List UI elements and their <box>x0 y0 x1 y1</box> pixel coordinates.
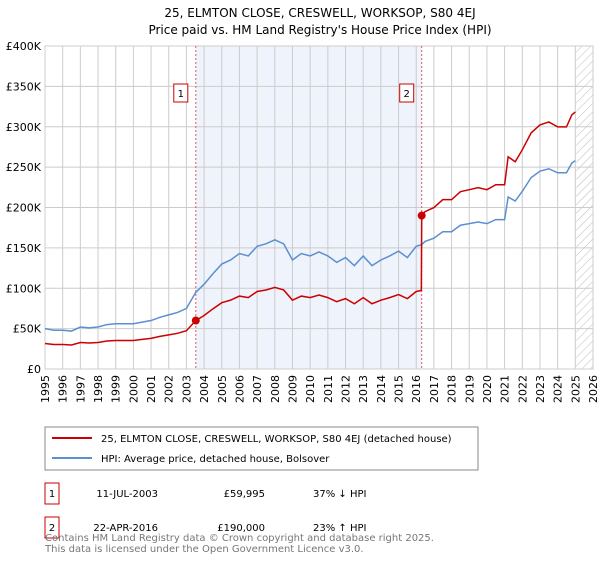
sale-row-id: 1 <box>49 489 55 500</box>
x-tick-label: 2009 <box>286 375 299 403</box>
x-tick-label: 2026 <box>587 375 600 403</box>
chart-title: 25, ELMTON CLOSE, CRESWELL, WORKSOP, S80… <box>164 6 475 20</box>
x-tick-label: 2008 <box>269 375 282 403</box>
x-tick-label: 2024 <box>552 375 565 403</box>
chart-subtitle: Price paid vs. HM Land Registry's House … <box>148 23 491 37</box>
y-tick-label: £250K <box>6 161 42 174</box>
x-tick-label: 2016 <box>410 375 423 403</box>
x-tick-label: 1995 <box>39 375 52 403</box>
x-tick-label: 2004 <box>198 375 211 403</box>
sale-row-marker <box>44 516 60 539</box>
x-tick-label: 1996 <box>57 375 70 403</box>
x-tick-label: 2018 <box>446 375 459 403</box>
sale-row-date: 22-APR-2016 <box>93 523 158 534</box>
x-tick-label: 2012 <box>340 375 353 403</box>
footer-line2: This data is licensed under the Open Gov… <box>44 544 364 555</box>
x-tick-label: 2017 <box>428 375 441 403</box>
footer-line1: Contains HM Land Registry data © Crown c… <box>45 533 434 544</box>
y-tick-label: £100K <box>6 282 42 295</box>
y-tick-label: £0 <box>27 363 41 376</box>
sale-row-id: 2 <box>49 523 55 534</box>
plot-frame <box>44 45 594 370</box>
sale-row-date: 11-JUL-2003 <box>96 489 158 500</box>
sale-row-hpi-change: 23% ↑ HPI <box>313 523 366 534</box>
x-tick-label: 2013 <box>357 375 370 403</box>
y-tick-label: £300K <box>6 121 42 134</box>
y-tick-label: £150K <box>6 242 42 255</box>
sale-point-1 <box>191 316 200 325</box>
x-tick-label: 2023 <box>534 375 547 403</box>
x-tick-label: 2000 <box>127 375 140 403</box>
x-tick-label: 2011 <box>322 375 335 403</box>
x-tick-label: 2002 <box>163 375 176 403</box>
y-tick-label: £50K <box>13 323 42 336</box>
sale-row-marker <box>44 482 60 505</box>
legend <box>44 426 479 471</box>
sale-marker-box <box>399 83 415 103</box>
y-tick-label: £400K <box>6 40 42 53</box>
x-tick-label: 2014 <box>375 375 388 403</box>
x-tick-label: 1997 <box>74 375 87 403</box>
x-tick-label: 2005 <box>216 375 229 403</box>
sale-marker-label: 2 <box>404 89 410 100</box>
sale-marker-box <box>173 83 189 103</box>
sale-marker-label: 1 <box>178 89 184 100</box>
x-tick-label: 2022 <box>516 375 529 403</box>
x-tick-label: 2020 <box>481 375 494 403</box>
sale-row-price: £190,000 <box>217 523 265 534</box>
x-tick-label: 2007 <box>251 375 264 403</box>
x-tick-label: 2010 <box>304 375 317 403</box>
sale-point-2 <box>417 211 426 220</box>
x-tick-label: 1999 <box>110 375 123 403</box>
legend-hpi-label: HPI: Average price, detached house, Bols… <box>101 454 330 465</box>
x-tick-label: 2015 <box>393 375 406 403</box>
legend-property-label: 25, ELMTON CLOSE, CRESWELL, WORKSOP, S80… <box>101 434 452 445</box>
x-tick-label: 2001 <box>145 375 158 403</box>
x-tick-label: 1998 <box>92 375 105 403</box>
x-tick-label: 2006 <box>233 375 246 403</box>
sale-row-price: £59,995 <box>224 489 265 500</box>
hpi-line <box>44 160 576 332</box>
x-tick-label: 2021 <box>499 375 512 403</box>
x-tick-label: 2003 <box>180 375 193 403</box>
x-tick-label: 2025 <box>569 375 582 403</box>
y-tick-label: £350K <box>6 80 42 93</box>
property-price-line <box>44 111 576 346</box>
sale-row-hpi-change: 37% ↓ HPI <box>313 489 366 500</box>
y-tick-label: £200K <box>6 202 42 215</box>
x-tick-label: 2019 <box>463 375 476 403</box>
